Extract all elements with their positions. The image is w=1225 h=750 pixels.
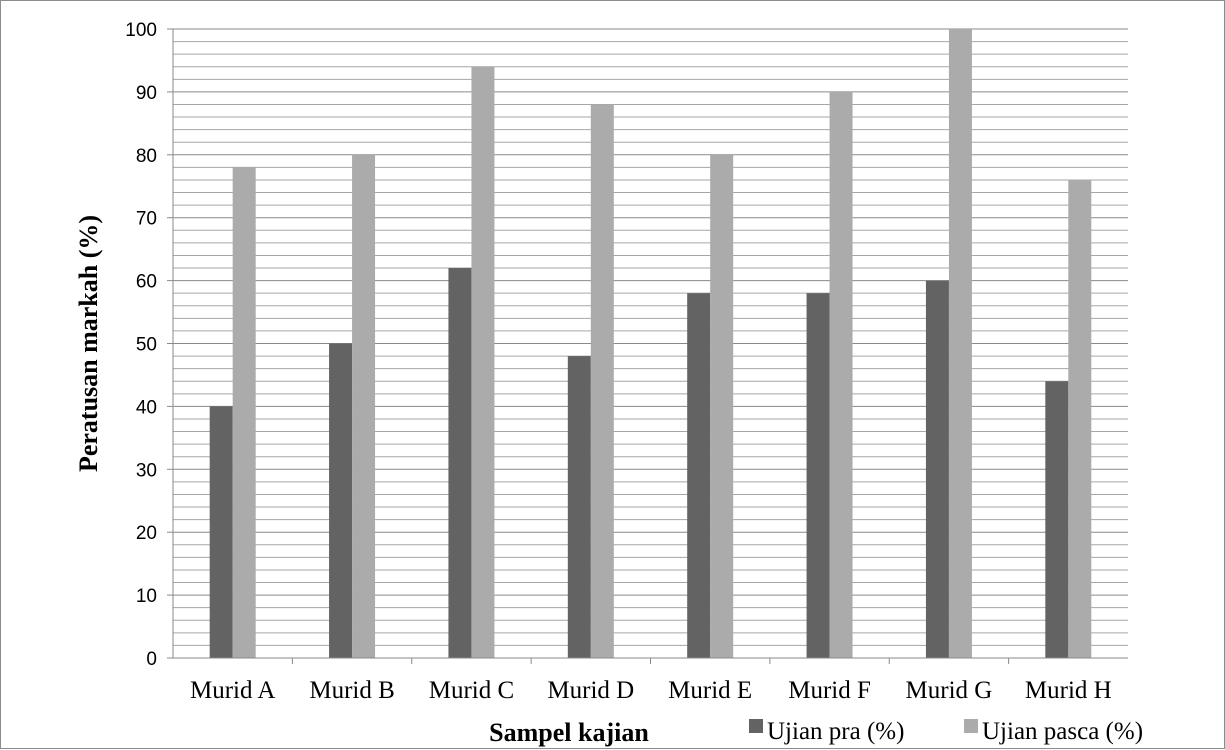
bar-pra-6 bbox=[806, 293, 830, 658]
bar-pasca-3 bbox=[471, 66, 495, 659]
legend-swatch-pasca bbox=[964, 719, 978, 733]
bar-pasca-8 bbox=[1068, 179, 1092, 658]
y-tick-label: 0 bbox=[146, 649, 157, 670]
y-tick-label: 40 bbox=[136, 397, 157, 418]
bar-pasca-5 bbox=[710, 154, 734, 659]
bar-pra-4 bbox=[567, 356, 591, 658]
x-axis-title: Sampel kajian bbox=[489, 718, 649, 747]
legend-label-pasca: Ujian pasca (%) bbox=[982, 718, 1143, 745]
y-tick-label: 10 bbox=[136, 586, 157, 607]
legend: Ujian pra (%) Ujian pasca (%) bbox=[749, 718, 1143, 745]
bar-pra-7 bbox=[925, 280, 949, 658]
bar-pasca-4 bbox=[590, 104, 614, 659]
x-tick-label: Murid G bbox=[906, 677, 993, 704]
x-tick-labels: Murid A Murid B Murid C Murid D Murid E Murid… bbox=[190, 658, 1112, 704]
y-tick-label: 90 bbox=[136, 83, 157, 104]
x-tick-label: Murid C bbox=[429, 677, 514, 704]
y-axis-title: Peratusan markah (%) bbox=[74, 215, 103, 472]
bar-pra-8 bbox=[1045, 381, 1069, 658]
x-tick-label: Murid D bbox=[547, 677, 634, 704]
x-tick-label: Murid A bbox=[190, 677, 275, 704]
bar-pra-5 bbox=[687, 293, 711, 658]
x-tick-label: Murid H bbox=[1025, 677, 1112, 704]
bar-pasca-6 bbox=[829, 91, 853, 658]
x-tick-label: Murid E bbox=[668, 677, 752, 704]
y-tick-labels: 0 10 20 30 40 50 60 70 80 90 100 bbox=[125, 20, 173, 670]
x-tick-label: Murid B bbox=[309, 677, 394, 704]
bar-pra-2 bbox=[329, 343, 353, 658]
bar-pasca-1 bbox=[232, 167, 256, 658]
bar-pasca-7 bbox=[948, 29, 972, 658]
y-tick-label: 50 bbox=[136, 335, 157, 356]
bar-pra-3 bbox=[448, 268, 472, 658]
y-tick-label: 30 bbox=[136, 460, 157, 481]
y-tick-label: 100 bbox=[125, 20, 157, 41]
bars bbox=[209, 29, 1092, 659]
y-tick-label: 20 bbox=[136, 523, 157, 544]
x-tick-label: Murid F bbox=[788, 677, 871, 704]
bar-pasca-2 bbox=[352, 154, 376, 659]
gridlines bbox=[173, 28, 1128, 659]
y-tick-label: 60 bbox=[136, 272, 157, 293]
legend-swatch-pra bbox=[749, 719, 763, 733]
legend-label-pra: Ujian pra (%) bbox=[767, 718, 904, 745]
y-tick-label: 80 bbox=[136, 146, 157, 167]
bar-pra-1 bbox=[209, 406, 233, 658]
y-tick-label: 70 bbox=[136, 209, 157, 230]
